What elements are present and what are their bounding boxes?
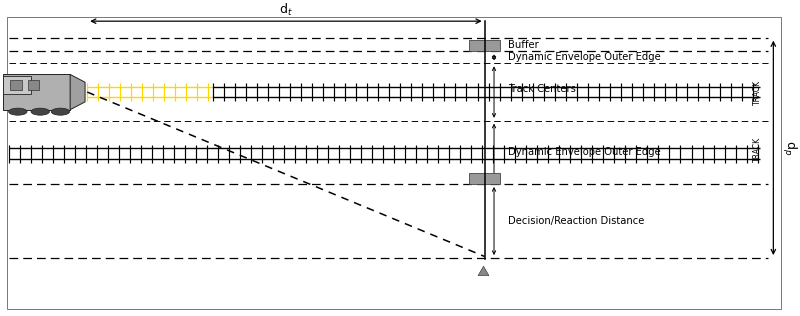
Bar (3, 75, 70, 110)
Circle shape (51, 108, 70, 115)
Bar (10, 80, 22, 90)
Circle shape (31, 108, 50, 115)
Bar (27, 80, 38, 90)
Bar (469, 173, 500, 184)
Bar (3, 76, 31, 94)
Text: d$_p$: d$_p$ (780, 140, 798, 155)
Text: d$_t$: d$_t$ (279, 2, 293, 18)
Text: Dynamic Envelope Outer Edge: Dynamic Envelope Outer Edge (508, 147, 661, 157)
Polygon shape (70, 75, 85, 110)
Text: TRACK: TRACK (753, 137, 762, 162)
Text: Decision/Reaction Distance: Decision/Reaction Distance (508, 216, 645, 226)
Text: TRACK: TRACK (753, 80, 762, 105)
Bar (469, 40, 500, 51)
Circle shape (9, 108, 27, 115)
Text: Buffer: Buffer (508, 40, 539, 50)
Text: Track Centers: Track Centers (508, 84, 576, 94)
Text: Dynamic Envelope Outer Edge: Dynamic Envelope Outer Edge (508, 52, 661, 62)
